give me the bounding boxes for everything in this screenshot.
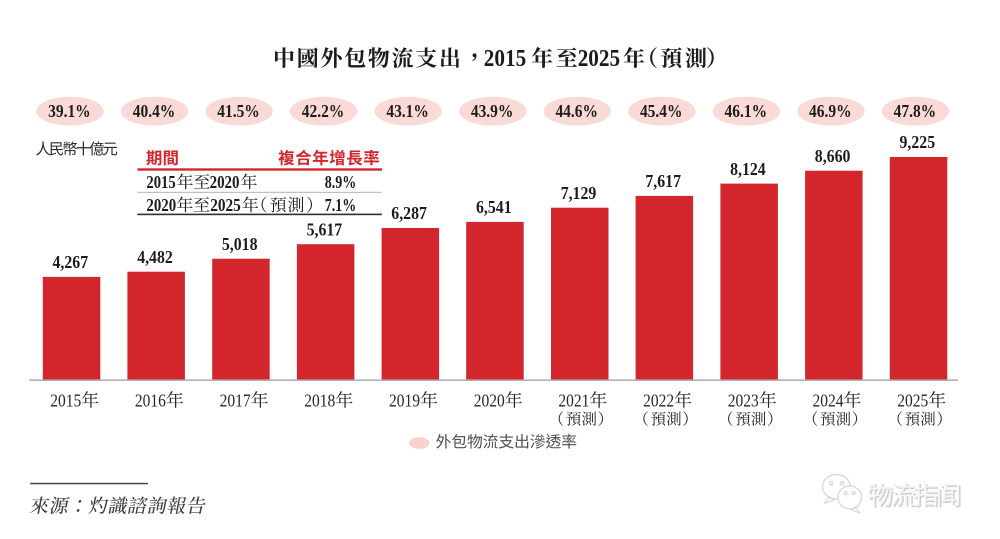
svg-text:2015: 2015: [50, 391, 81, 411]
svg-text:2025: 2025: [210, 195, 241, 215]
svg-text:40.4%: 40.4%: [133, 101, 176, 121]
svg-text:6,287: 6,287: [391, 203, 427, 223]
svg-text:2018: 2018: [304, 391, 335, 411]
svg-text:2025: 2025: [578, 46, 620, 72]
svg-text:5,018: 5,018: [222, 234, 258, 254]
svg-text:2025: 2025: [897, 391, 928, 411]
svg-text:2016: 2016: [135, 391, 166, 411]
svg-text:7.1%: 7.1%: [325, 195, 357, 215]
svg-text:7,129: 7,129: [561, 183, 597, 203]
svg-text:2020: 2020: [474, 391, 505, 411]
svg-text:39.1%: 39.1%: [48, 101, 91, 121]
svg-text:8,660: 8,660: [815, 146, 851, 166]
svg-text:44.6%: 44.6%: [555, 101, 598, 121]
svg-text:2015: 2015: [484, 46, 526, 72]
svg-text:46.1%: 46.1%: [725, 101, 768, 121]
svg-text:4,267: 4,267: [53, 252, 89, 272]
svg-text:41.5%: 41.5%: [217, 101, 260, 121]
svg-text:6,541: 6,541: [476, 197, 512, 217]
svg-text:43.9%: 43.9%: [471, 101, 514, 121]
svg-text:4,482: 4,482: [137, 247, 173, 267]
svg-text:47.8%: 47.8%: [894, 101, 937, 121]
svg-text:8.9%: 8.9%: [325, 172, 357, 192]
svg-text:2015: 2015: [146, 172, 176, 192]
svg-text:42.2%: 42.2%: [302, 101, 345, 121]
svg-text:7,617: 7,617: [645, 171, 681, 191]
svg-text:8,124: 8,124: [730, 159, 766, 179]
svg-text:2017: 2017: [220, 391, 251, 411]
svg-text:2023: 2023: [728, 391, 759, 411]
svg-text:2024: 2024: [813, 391, 844, 411]
svg-text:2020: 2020: [146, 195, 176, 215]
svg-text:2019: 2019: [389, 391, 420, 411]
svg-text:46.9%: 46.9%: [809, 101, 852, 121]
svg-text:9,225: 9,225: [900, 132, 936, 152]
svg-text:2021: 2021: [558, 391, 589, 411]
svg-text:5,617: 5,617: [307, 219, 343, 239]
svg-text:2020: 2020: [210, 172, 240, 192]
svg-text:45.4%: 45.4%: [640, 101, 683, 121]
svg-text:43.1%: 43.1%: [386, 101, 429, 121]
svg-text:2022: 2022: [643, 391, 674, 411]
